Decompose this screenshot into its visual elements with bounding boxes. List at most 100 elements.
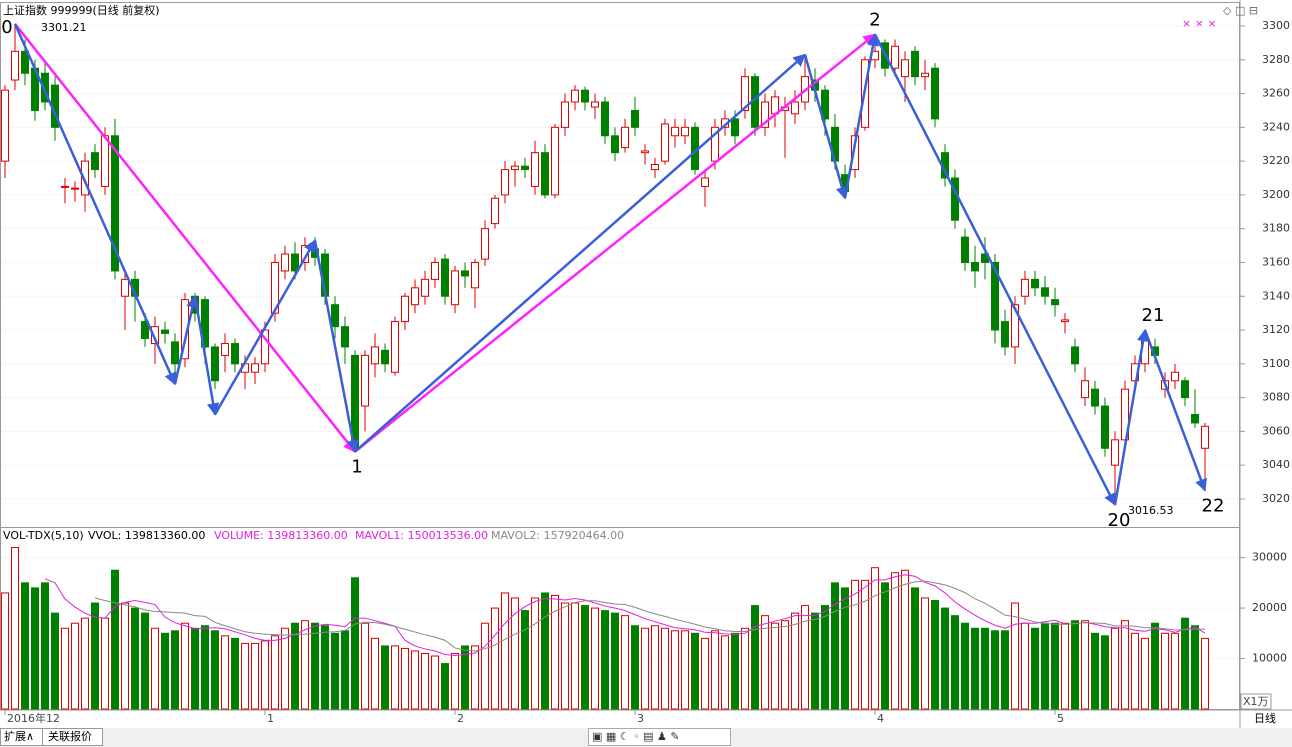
x-tick-label: 3	[637, 712, 644, 725]
volume-bar	[231, 637, 239, 710]
volume-bar	[491, 607, 499, 710]
wave-arrow	[803, 54, 849, 200]
volume-label: VOLUME: 139813360.00	[214, 529, 348, 542]
x-tick-label: 5	[1057, 712, 1064, 725]
volume-bar	[621, 615, 629, 710]
wave-arrow	[193, 296, 220, 416]
volume-bar	[521, 610, 529, 710]
candle-body	[921, 72, 929, 78]
candle-body	[421, 278, 429, 297]
candle-body	[611, 135, 619, 154]
volume-bar	[281, 627, 289, 710]
candle-body	[451, 270, 459, 306]
candle-body	[151, 326, 159, 345]
wave-arrow	[843, 33, 880, 199]
window-icons[interactable]: ◇ □ ⊟	[1223, 4, 1258, 17]
volume-bar	[101, 617, 109, 710]
volume-bar	[171, 630, 179, 710]
volume-bar	[691, 632, 699, 710]
volume-bar	[921, 597, 929, 710]
x-tick-label: 4	[877, 712, 884, 725]
tab-label[interactable]: 扩展∧	[4, 729, 34, 743]
y-tick-label: 30000	[1252, 551, 1287, 564]
x-tick-label: 2016年12	[7, 711, 60, 725]
candle-body	[471, 261, 479, 289]
volume-bar	[771, 622, 779, 710]
volume-bar	[1041, 622, 1049, 710]
volume-bar	[951, 615, 959, 710]
candle-body	[531, 152, 539, 187]
wave-arrow	[354, 33, 876, 453]
volume-bar	[1191, 625, 1199, 710]
volume-bar	[301, 620, 309, 710]
marker-icons: × × ×	[1182, 17, 1217, 30]
candle-body	[481, 228, 489, 260]
candle-body	[71, 187, 79, 190]
candle-body	[401, 295, 409, 323]
candle-body	[971, 261, 979, 272]
candle-body	[81, 160, 89, 196]
candle-body	[331, 304, 339, 328]
volume-bar	[1171, 632, 1179, 710]
toolbar[interactable]	[588, 728, 731, 746]
candle-body	[1011, 304, 1019, 348]
volume-bar	[1021, 622, 1029, 710]
volume-bar	[901, 569, 909, 710]
wave-label: 22	[1202, 496, 1225, 517]
candle-body	[1181, 380, 1189, 399]
volume-bar	[1071, 620, 1079, 710]
candle-body	[1001, 321, 1009, 348]
unit-label: X1万	[1243, 695, 1269, 708]
candle-body	[1051, 299, 1059, 306]
candle-body	[11, 50, 19, 81]
candle-body	[231, 343, 239, 365]
candle-body	[961, 236, 969, 263]
tab-label[interactable]: 关联报价	[48, 729, 92, 743]
candle-body	[911, 50, 919, 78]
candle-body	[101, 135, 109, 187]
volume-bar	[351, 577, 359, 710]
candle-body	[601, 101, 609, 137]
toolbar-icons[interactable]: ▣ ▦ ☾ ◦ ▤ ♟ ✎	[592, 730, 680, 743]
volume-bar	[501, 592, 509, 710]
wave-arrow	[14, 23, 356, 453]
volume-bar	[1001, 630, 1009, 710]
wave-arrow	[13, 23, 177, 386]
wave-label: 20	[1108, 510, 1131, 531]
volume-bar	[1091, 632, 1099, 710]
candle-body	[461, 270, 469, 277]
volume-bar	[961, 622, 969, 710]
volume-bar	[61, 627, 69, 710]
volume-bar	[191, 627, 199, 710]
candle-body	[221, 343, 229, 356]
candle-body	[741, 76, 749, 111]
candle-body	[581, 89, 589, 103]
candle-body	[591, 101, 599, 108]
volume-bar	[671, 630, 679, 710]
volume-bar	[371, 637, 379, 710]
y-tick-label: 3080	[1262, 391, 1290, 404]
volume-bar	[401, 647, 409, 710]
y-tick-label: 3140	[1262, 289, 1290, 302]
volume-bar	[321, 625, 329, 710]
candle-body	[551, 126, 559, 196]
volume-bar	[821, 605, 829, 710]
candle-body	[371, 346, 379, 365]
y-tick-label: 3160	[1262, 255, 1290, 268]
candle-body	[211, 346, 219, 382]
candle-body	[541, 152, 549, 196]
period-label[interactable]: 日线	[1254, 711, 1276, 725]
volume-bar	[891, 572, 899, 710]
candle-body	[261, 329, 269, 365]
volume-bar	[861, 579, 869, 710]
candle-body	[431, 261, 439, 280]
volume-bar	[431, 655, 439, 710]
volume-bar	[541, 592, 549, 710]
volume-bar	[441, 663, 449, 710]
tab[interactable]	[42, 728, 103, 746]
volume-bar	[1061, 622, 1069, 710]
volume-bar	[471, 645, 479, 710]
volume-bar	[31, 587, 39, 710]
wave-label: 2	[869, 9, 880, 30]
